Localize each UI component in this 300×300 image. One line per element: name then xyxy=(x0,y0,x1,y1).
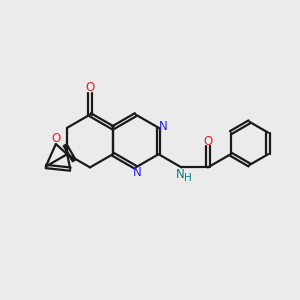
Text: N: N xyxy=(133,166,142,179)
Text: O: O xyxy=(85,81,94,94)
Text: O: O xyxy=(51,132,61,145)
Text: N: N xyxy=(158,120,167,134)
Text: H: H xyxy=(184,173,192,183)
Text: O: O xyxy=(203,135,212,148)
Text: N: N xyxy=(176,167,184,181)
